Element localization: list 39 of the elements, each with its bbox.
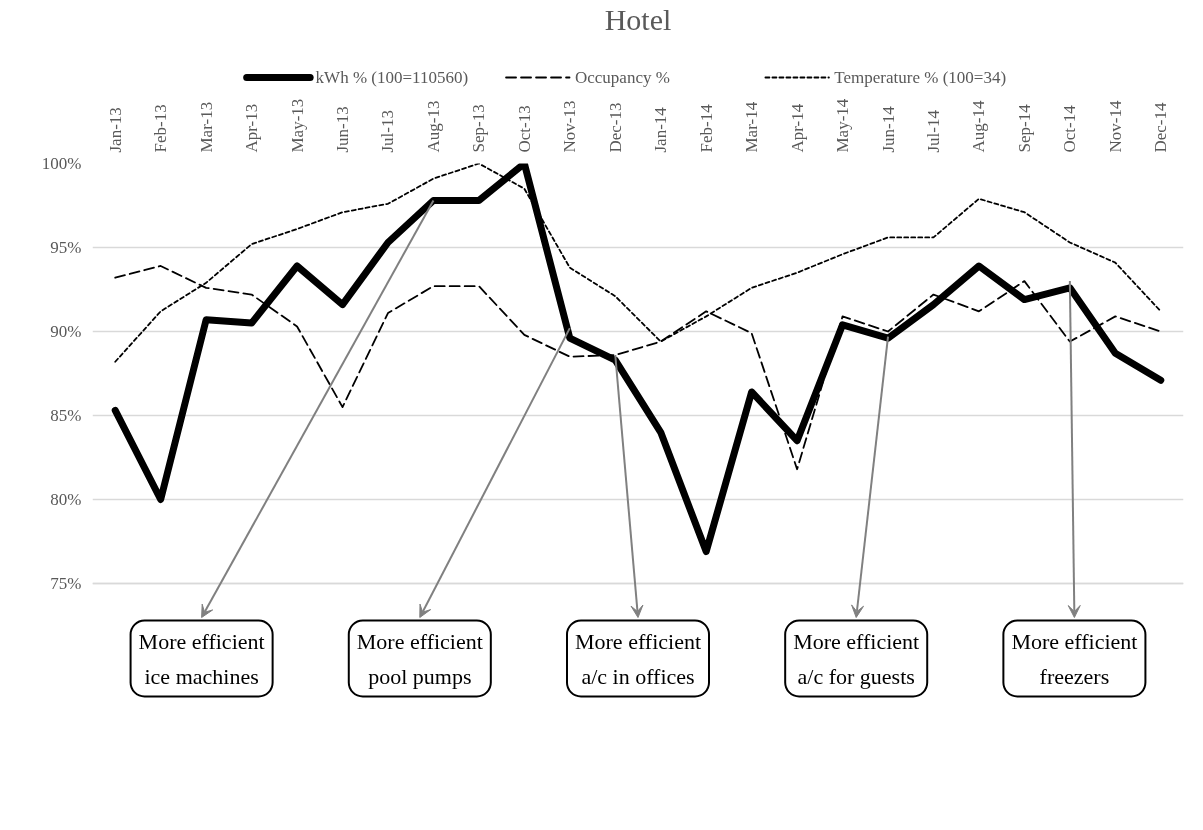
x-tick-label: Dec-14 [1151,101,1171,153]
x-tick-label: Feb-13 [151,104,171,153]
legend-label: Temperature % (100=34) [834,68,1007,87]
legend-label: kWh % (100=110560) [315,68,469,87]
x-tick-label: Apr-13 [242,103,262,153]
x-tick-label: Jul-14 [923,109,943,153]
y-tick-label: 90% [50,322,82,341]
x-tick-label: Oct-13 [514,105,534,153]
annotation: More efficient a/c in offices [574,628,702,689]
x-tick-label: Aug-14 [969,100,989,153]
x-tick-label: Jul-13 [378,110,398,153]
x-tick-label: Sep-14 [1014,103,1034,153]
y-tick-label: 80% [50,490,82,509]
annotation: More efficient ice machines [138,628,265,689]
x-tick-label: Mar-13 [196,101,216,153]
x-tick-label: Oct-14 [1060,104,1080,153]
x-tick-label: May-14 [833,98,853,153]
y-tick-label: 85% [50,406,82,425]
x-tick-label: Jan-13 [105,107,125,153]
y-tick-label: 75% [50,574,82,593]
x-tick-label: Jan-14 [651,106,671,153]
y-tick-label: 95% [50,238,82,257]
x-tick-label: Mar-14 [742,101,762,153]
x-tick-label: Apr-14 [787,103,807,153]
x-tick-label: Aug-13 [423,100,443,153]
legend-label: Occupancy % [574,68,670,87]
x-tick-label: Nov-14 [1105,100,1125,153]
x-tick-label: Feb-14 [696,103,716,153]
x-tick-label: Nov-13 [560,100,580,153]
annotation: More efficient a/c for guests [793,628,920,689]
x-tick-label: Jun-14 [878,105,898,153]
x-tick-label: Sep-13 [469,104,489,153]
x-tick-label: May-13 [287,98,307,153]
x-tick-label: Dec-13 [605,102,625,153]
annotation: More efficient freezers [1011,628,1138,689]
chart-title: Hotel [604,2,672,36]
y-tick-label: 100% [41,154,82,173]
annotation: More efficient pool pumps [356,628,483,689]
x-tick-label: Jun-13 [333,106,353,153]
